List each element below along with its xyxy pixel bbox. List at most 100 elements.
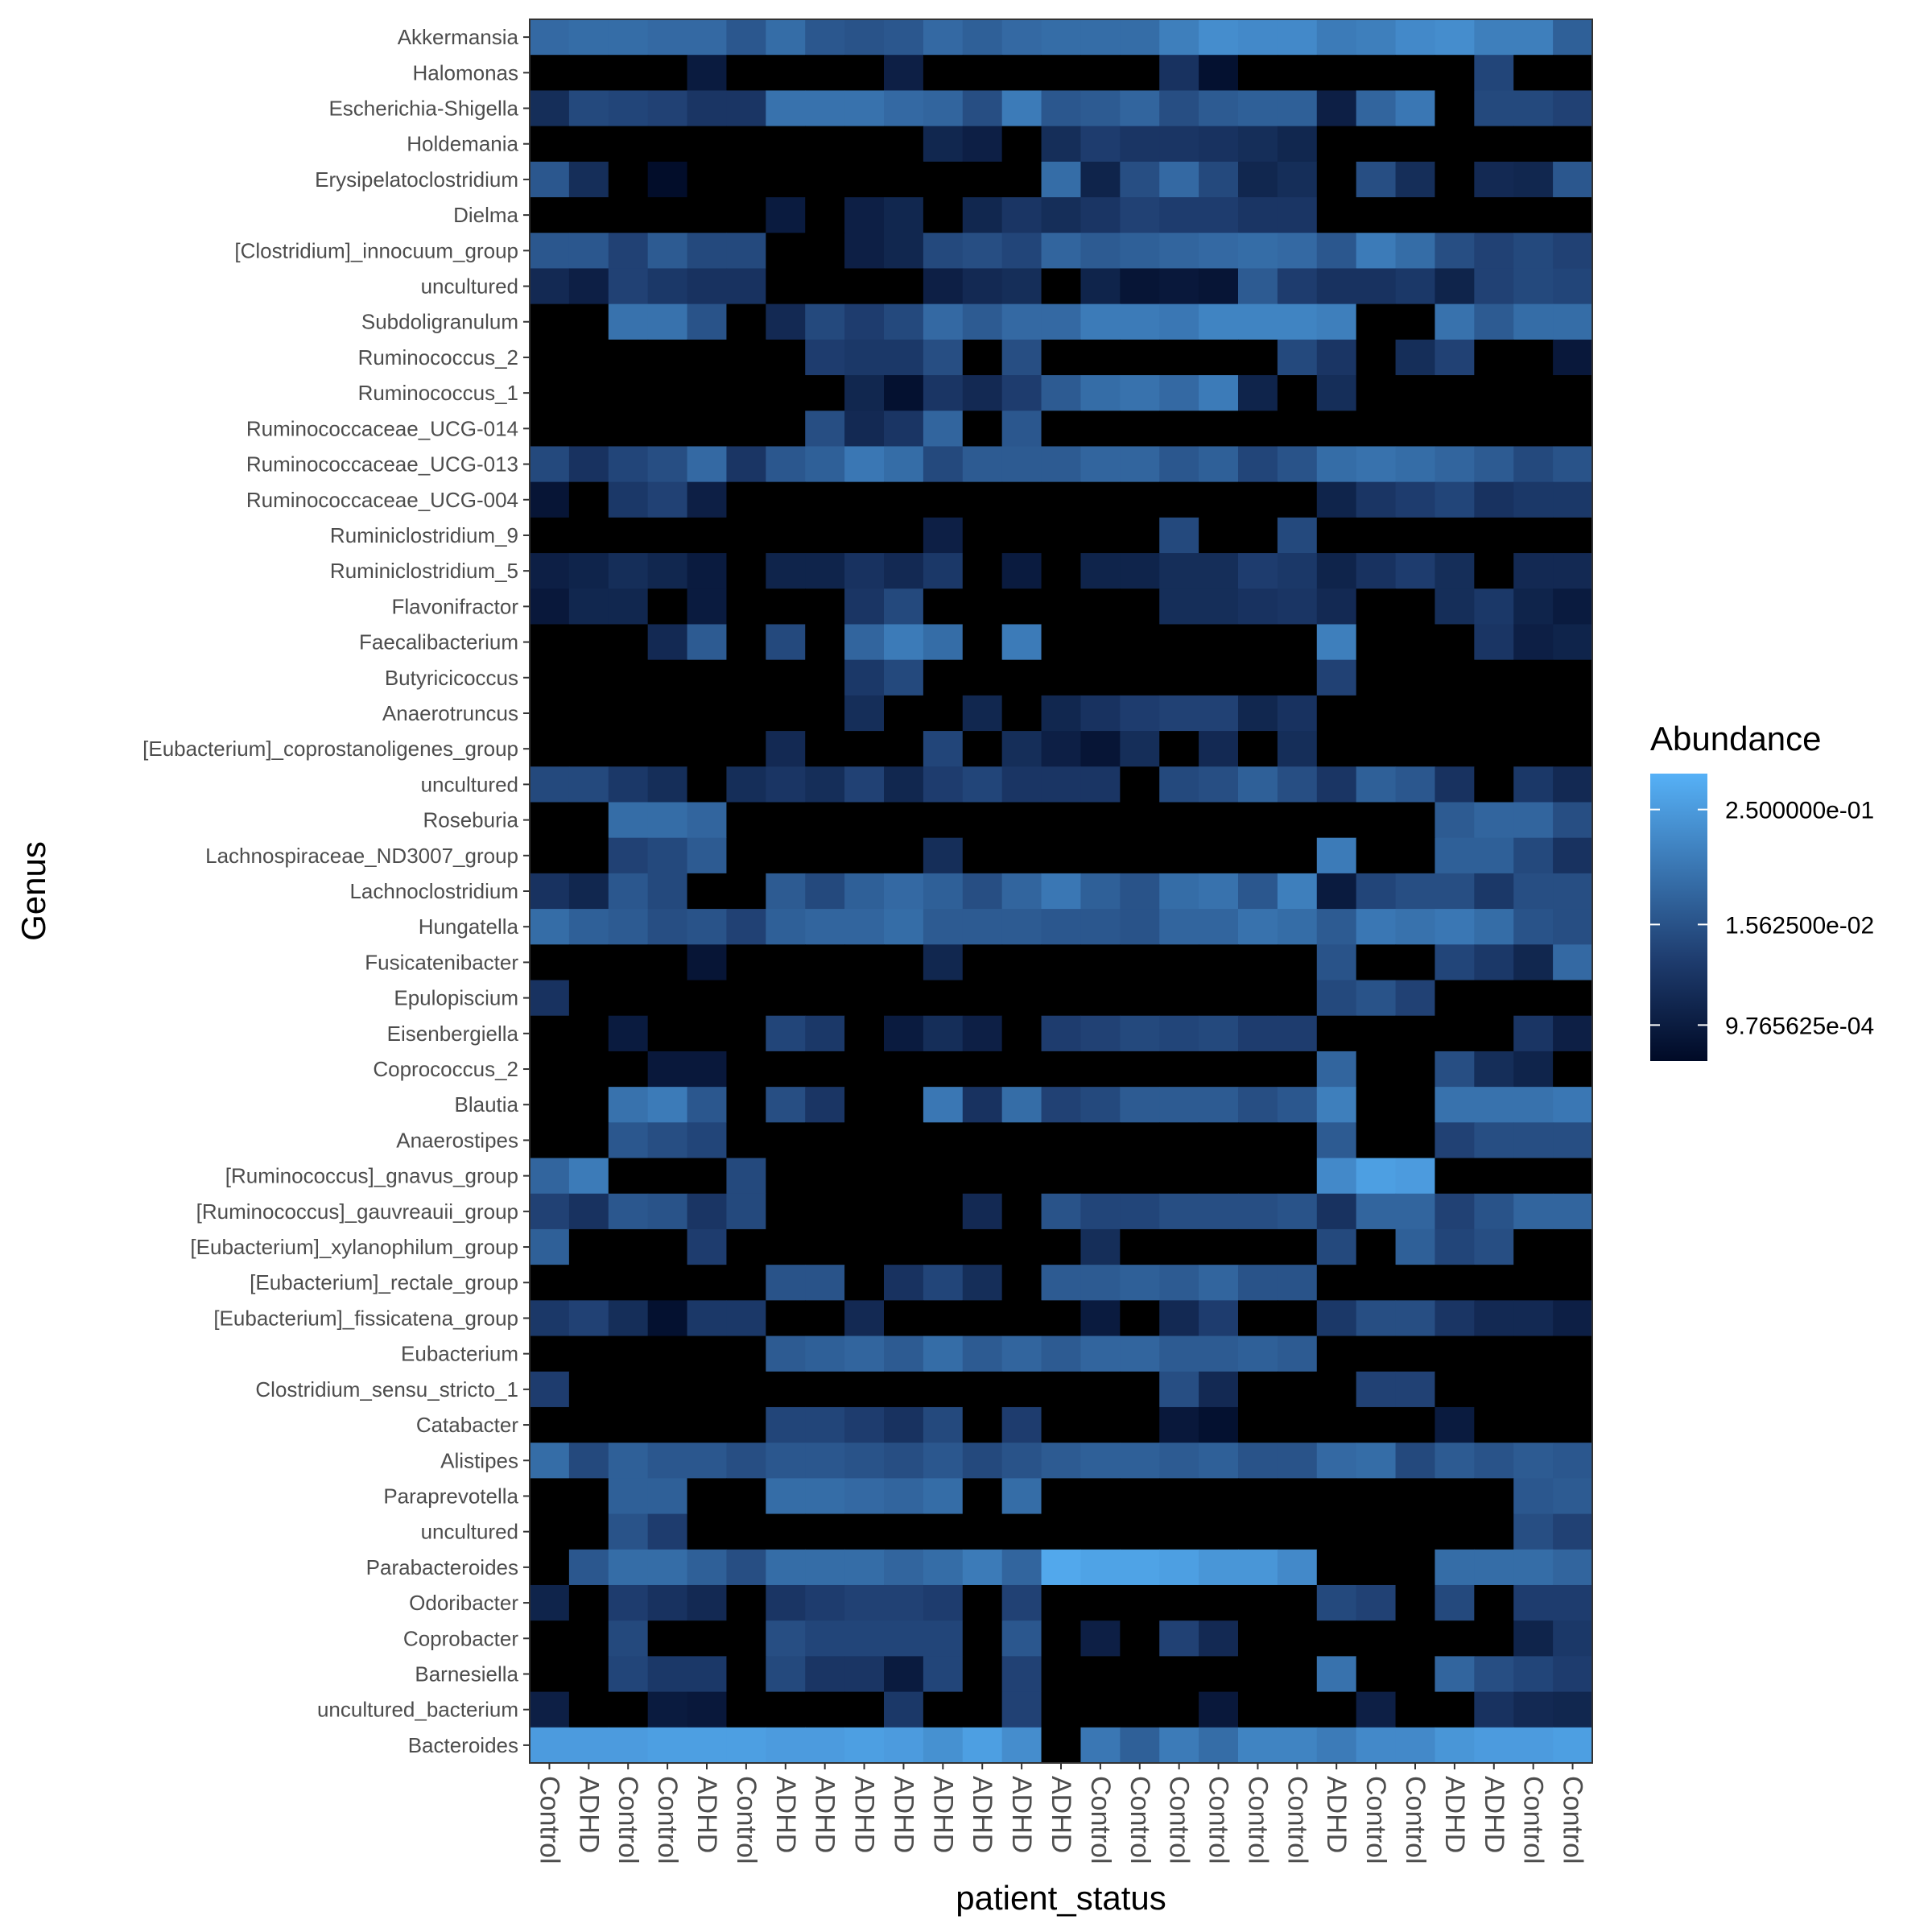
heatmap-cell — [1041, 55, 1082, 91]
heatmap-cell — [647, 90, 688, 127]
heatmap-cell — [1316, 1513, 1357, 1550]
heatmap-cell — [1435, 446, 1475, 483]
heatmap-cell — [766, 1406, 806, 1443]
heatmap-cell — [1356, 1265, 1397, 1301]
heatmap-cell — [1001, 695, 1042, 732]
y-tick-label: [Eubacterium]_coprostanoligenes_group — [142, 737, 518, 761]
heatmap-cell — [962, 126, 1003, 163]
heatmap-cell — [608, 1193, 649, 1230]
heatmap-cell — [1199, 1549, 1239, 1586]
heatmap-cell — [805, 588, 845, 625]
heatmap-cell — [1395, 1228, 1436, 1265]
heatmap-cell — [568, 659, 609, 696]
heatmap-cell — [1316, 1478, 1357, 1515]
heatmap-cell — [1513, 1691, 1554, 1728]
heatmap-cell — [962, 1051, 1003, 1088]
heatmap-cell — [608, 517, 649, 554]
heatmap-cell — [1356, 197, 1397, 233]
heatmap-cell — [1041, 731, 1082, 767]
heatmap-cell — [687, 481, 728, 518]
heatmap-cell — [923, 1228, 964, 1265]
heatmap-cell — [1120, 659, 1160, 696]
heatmap-cell — [1395, 588, 1436, 625]
heatmap-cell — [1513, 161, 1554, 198]
heatmap-cell — [884, 1265, 924, 1301]
heatmap-cell — [1080, 1087, 1121, 1123]
heatmap-cell — [1120, 1051, 1160, 1088]
heatmap-cell — [1356, 1193, 1397, 1230]
heatmap-cell — [1513, 980, 1554, 1017]
heatmap-cell — [1001, 1193, 1042, 1230]
heatmap-cell — [1356, 1406, 1397, 1443]
heatmap-cell — [1159, 1513, 1199, 1550]
heatmap-cell — [1395, 268, 1436, 305]
heatmap-cell — [1041, 1265, 1082, 1301]
heatmap-cell — [1435, 1443, 1475, 1479]
heatmap-cell — [1435, 1513, 1475, 1550]
heatmap-cell — [1474, 1620, 1514, 1657]
heatmap-cell — [1001, 481, 1042, 518]
heatmap-cell — [1395, 1406, 1436, 1443]
heatmap-cell — [1316, 1158, 1357, 1195]
heatmap-cell — [962, 731, 1003, 767]
x-tick-label: Control — [1203, 1776, 1234, 1864]
heatmap-cell — [1474, 909, 1514, 945]
heatmap-cell — [884, 1193, 924, 1230]
heatmap-cell — [1199, 268, 1239, 305]
heatmap-cell — [1238, 766, 1278, 803]
heatmap-cell — [568, 197, 609, 233]
heatmap-cell — [844, 909, 885, 945]
heatmap-cell — [1474, 1335, 1514, 1373]
heatmap-cell — [1474, 90, 1514, 127]
heatmap-cell — [687, 1335, 728, 1373]
heatmap-cell — [805, 837, 845, 874]
heatmap-cell — [884, 55, 924, 91]
heatmap-cell — [1553, 802, 1593, 839]
heatmap-cell — [1041, 1300, 1082, 1337]
heatmap-cell — [687, 1193, 728, 1230]
heatmap-cell — [1159, 55, 1199, 91]
heatmap-cell — [1199, 517, 1239, 554]
heatmap-cell — [530, 588, 570, 625]
heatmap-cell — [1474, 1193, 1514, 1230]
heatmap-cell — [1474, 1691, 1514, 1728]
heatmap-cell — [805, 517, 845, 554]
heatmap-cell — [726, 1158, 766, 1195]
heatmap-cell — [1395, 909, 1436, 945]
heatmap-cell — [1041, 766, 1082, 803]
heatmap-cell — [530, 375, 570, 411]
heatmap-cell — [568, 873, 609, 910]
heatmap-cell — [884, 588, 924, 625]
heatmap-cell — [1316, 1087, 1357, 1123]
heatmap-cell — [1474, 161, 1514, 198]
heatmap-cell — [726, 126, 766, 163]
x-tick-label: ADHD — [691, 1776, 722, 1853]
heatmap-cell — [1120, 802, 1160, 839]
heatmap-cell — [844, 1051, 885, 1088]
heatmap-cell — [1041, 126, 1082, 163]
heatmap-cell — [1120, 1015, 1160, 1052]
heatmap-cell — [1513, 375, 1554, 411]
heatmap-cell — [923, 339, 964, 376]
heatmap-cell — [766, 1443, 806, 1479]
heatmap-cell — [923, 1478, 964, 1515]
heatmap-cell — [805, 624, 845, 661]
heatmap-cell — [1356, 624, 1397, 661]
heatmap-cell — [1553, 873, 1593, 910]
heatmap-cell — [726, 233, 766, 270]
heatmap-cell — [1199, 161, 1239, 198]
heatmap-cell — [1553, 1228, 1593, 1265]
heatmap-cell — [844, 1478, 885, 1515]
heatmap-cell — [1238, 1691, 1278, 1728]
heatmap-cell — [687, 517, 728, 554]
heatmap-cell — [687, 837, 728, 874]
heatmap-cell — [1277, 1727, 1318, 1764]
heatmap-cell — [726, 1727, 766, 1764]
heatmap-cell — [1159, 1051, 1199, 1088]
heatmap-cell — [962, 1443, 1003, 1479]
heatmap-cell — [884, 1443, 924, 1479]
heatmap-cell — [1277, 197, 1318, 233]
heatmap-cell — [687, 980, 728, 1017]
heatmap-cell — [1356, 1122, 1397, 1159]
y-tick-label: Dielma — [453, 203, 518, 227]
